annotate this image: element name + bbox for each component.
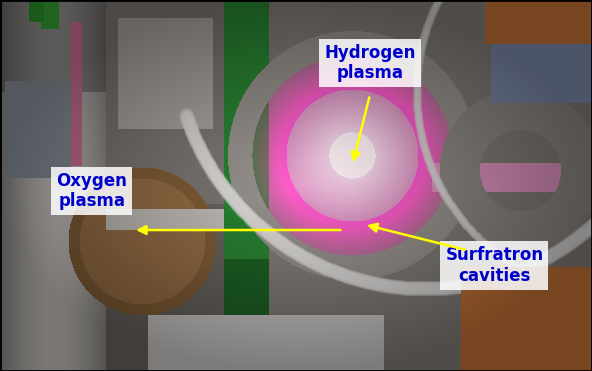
Text: Surfratron
cavities: Surfratron cavities: [445, 246, 543, 285]
Text: Hydrogen
plasma: Hydrogen plasma: [324, 44, 416, 82]
Text: Oxygen
plasma: Oxygen plasma: [56, 172, 127, 210]
